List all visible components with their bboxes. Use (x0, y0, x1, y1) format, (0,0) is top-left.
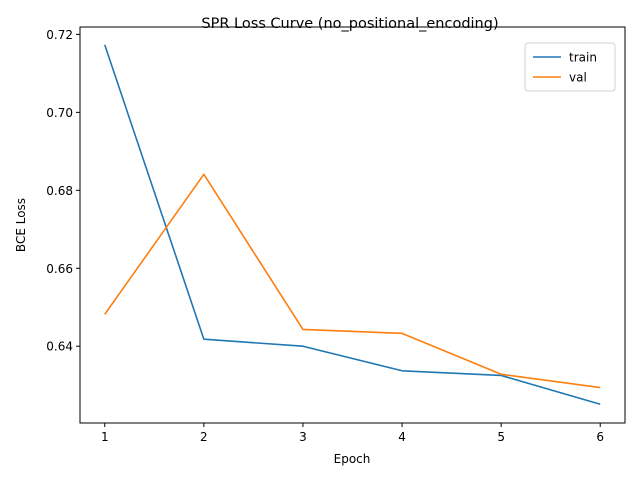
y-tick-label: 0.66 (46, 262, 73, 276)
y-axis-label: BCE Loss (14, 198, 28, 252)
y-tick-label: 0.64 (46, 340, 73, 354)
series-line-train (104, 44, 601, 406)
legend-box (524, 42, 616, 92)
legend-label-val: val (569, 71, 587, 85)
legend: train val (524, 42, 616, 92)
x-tick-label: 6 (596, 430, 604, 444)
chart-title: SPR Loss Curve (no_positional_encoding) (201, 16, 498, 32)
x-tick-label: 1 (101, 430, 109, 444)
y-tick-label: 0.68 (46, 184, 73, 198)
x-tick-label: 2 (200, 430, 208, 444)
y-tick-label: 0.70 (46, 106, 73, 120)
y-tick-label: 0.72 (46, 28, 73, 42)
x-axis-label: Epoch (334, 452, 371, 466)
legend-label-train: train (569, 51, 597, 65)
x-tick-label: 4 (398, 430, 406, 444)
x-tick-label: 3 (299, 430, 307, 444)
x-axis: 1 2 3 4 5 6 (101, 423, 604, 444)
y-axis: 0.64 0.66 0.68 0.70 0.72 (46, 28, 80, 354)
x-tick-label: 5 (497, 430, 505, 444)
series-line-val (104, 173, 601, 389)
series-layer (104, 44, 601, 406)
axes-frame (79, 26, 626, 424)
